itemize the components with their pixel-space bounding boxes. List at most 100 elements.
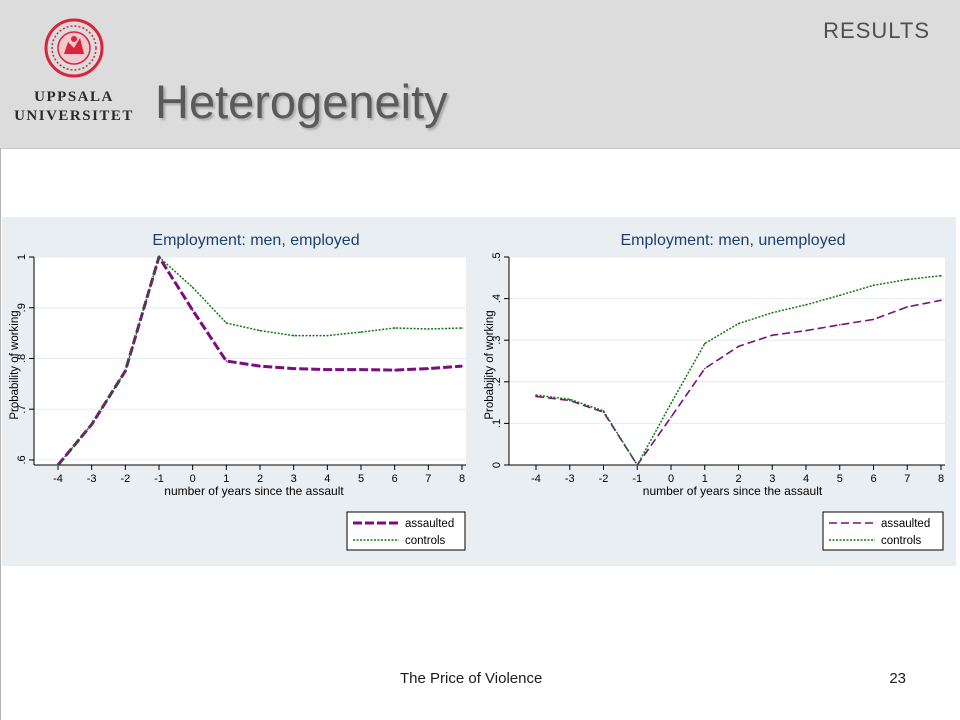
y-tick-label: .4 [491,294,503,303]
data-point-controls [568,398,571,401]
x-tick-label: 6 [392,473,398,485]
x-tick-label: -2 [120,473,130,485]
legend-box [822,511,944,551]
x-tick-label: -4 [531,473,541,485]
university-seal-icon [44,18,104,78]
y-tick-label: .5 [491,252,503,261]
x-tick-label: 5 [358,473,364,485]
chart-title: Employment: men, unemployed [621,232,846,249]
data-point-controls [602,410,605,412]
chart-men-employed: Employment: men, employed .6 .7 .8 .9 1 -4 -3 -2… [9,232,466,551]
data-point-controls [940,274,942,277]
page-title: Heterogeneity [155,75,448,128]
data-point-controls [872,284,875,287]
x-tick-label: 5 [837,473,843,485]
data-point-assaulted [771,334,774,337]
plot-area [34,257,466,465]
x-tick-label: 1 [702,473,708,485]
data-point-assaulted [535,395,537,398]
legend-label-assaulted: assaulted [881,518,930,530]
uppsala-university-logo: UPPSALA UNIVERSITET [14,18,134,128]
data-point-assaulted [737,345,740,348]
data-point-controls [292,334,295,337]
data-point-controls [124,370,127,372]
chart-title: Employment: men, employed [152,232,359,249]
data-point-controls [90,423,93,426]
y-tick-label: .8 [16,354,28,363]
legend-box [346,511,466,551]
x-tick-label: -1 [154,473,164,485]
data-point-assaulted [393,369,396,371]
data-point-controls [771,311,774,314]
data-point-assaulted [568,399,571,402]
university-name-line2: UNIVERSITET [14,108,134,124]
data-point-controls [191,286,194,289]
x-tick-label: 1 [223,473,229,485]
x-tick-label: 4 [803,473,809,485]
x-tick-label: -4 [53,473,63,485]
y-tick-label: .1 [491,419,503,428]
data-point-controls [906,278,909,281]
data-point-assaulted [427,367,430,370]
left-border-rule [0,148,1,720]
chart-men-unemployed: Employment: men, unemployed 0 .1 .2 .3 .4 .5 -4… [484,232,945,551]
x-tick-label: 2 [735,473,741,485]
data-point-assaulted [906,306,909,308]
data-point-assaulted [191,309,194,312]
x-tick-label: 3 [291,473,297,485]
data-point-assaulted [259,365,261,367]
x-tick-label: 4 [324,473,330,485]
data-point-controls [461,327,463,329]
y-axis-label: Probability of working [9,310,21,419]
x-tick-label: 3 [769,473,775,485]
y-axis-label: Probability of working [484,310,496,419]
x-tick-label: 7 [904,473,910,485]
legend-label-assaulted: assaulted [405,518,454,530]
section-label: RESULTS [823,18,930,43]
legend-label-controls: controls [405,535,446,547]
slide-header: UPPSALA UNIVERSITET RESULTS Heterogeneit… [0,0,960,149]
y-tick-label: .7 [16,405,28,414]
data-point-assaulted [703,367,706,370]
y-tick-label: .6 [16,455,28,464]
x-tick-label: 7 [425,473,431,485]
chart-panel: Employment: men, employed .6 .7 .8 .9 1 -4 -3 -2… [2,217,956,566]
university-name-line1: UPPSALA [34,89,114,105]
data-point-controls [158,256,160,258]
data-point-assaulted [872,318,875,321]
x-tick-label: 0 [190,473,196,485]
data-point-controls [737,322,740,325]
data-point-assaulted [360,368,362,371]
data-point-controls [259,329,261,332]
y-tick-label: .3 [491,336,503,345]
x-tick-label: -2 [599,473,609,485]
data-point-controls [703,342,706,345]
data-point-controls [57,464,59,466]
x-tick-label: 6 [870,473,876,485]
data-point-assaulted [225,360,228,362]
data-point-assaulted [670,416,672,418]
data-point-assaulted [326,368,329,371]
data-point-controls [393,327,396,329]
x-tick-label: 2 [257,473,263,485]
data-point-assaulted [838,324,841,326]
data-point-controls [326,334,329,337]
x-tick-label: 8 [938,473,944,485]
page-number: 23 [889,670,906,687]
y-tick-label: .9 [16,303,28,312]
data-point-assaulted [292,367,295,370]
x-tick-label: 8 [459,473,465,485]
x-tick-label: 0 [668,473,674,485]
data-point-assaulted [461,365,463,367]
y-tick-label: .2 [491,377,503,386]
data-point-assaulted [940,299,942,302]
footer-presentation-title: The Price of Violence [400,670,543,687]
y-tick-label: 1 [16,254,28,260]
data-point-controls [670,402,672,405]
legend-label-controls: controls [881,535,922,547]
data-point-controls [805,304,807,306]
data-point-controls [225,322,228,324]
x-tick-label: -3 [565,473,575,485]
data-point-controls [636,464,639,466]
x-tick-label: -1 [632,473,642,485]
